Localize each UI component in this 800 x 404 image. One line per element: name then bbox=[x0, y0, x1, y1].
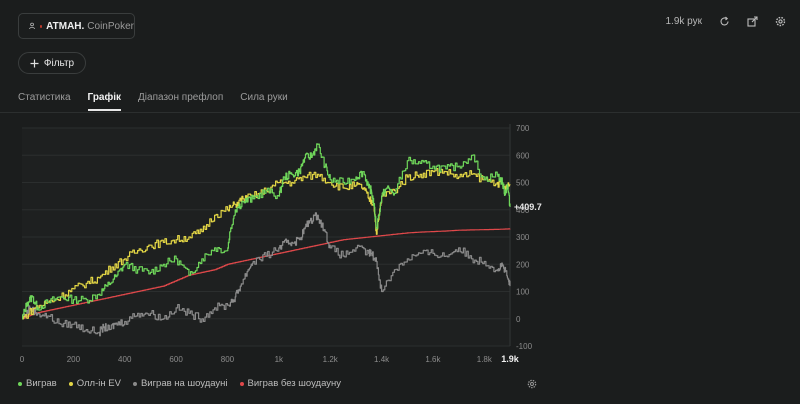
end-value-label: +409.7 bbox=[514, 202, 542, 212]
x-tick-label: 1.4k bbox=[374, 355, 390, 364]
x-tick-label: 1.2k bbox=[323, 355, 339, 364]
series-line-2 bbox=[22, 212, 511, 337]
legend-item-no-showdown[interactable]: Виграв без шоудауну bbox=[239, 378, 341, 389]
legend-label-no-showdown: Виграв без шоудауну bbox=[247, 378, 341, 389]
legend-item-won[interactable]: Виграв bbox=[18, 378, 57, 389]
y-tick-label: 400 bbox=[516, 206, 530, 215]
tab-statistics[interactable]: Статистика bbox=[18, 92, 71, 103]
x-tick-label: 1.8k bbox=[477, 355, 493, 364]
y-tick-label: -100 bbox=[516, 342, 533, 351]
legend-item-showdown[interactable]: Виграв на шоудауні bbox=[132, 378, 228, 389]
x-tick-label: 400 bbox=[118, 355, 132, 364]
series-line-1 bbox=[22, 168, 511, 320]
top-toolbar: 1.9k рук bbox=[665, 16, 786, 27]
chart-legend: Виграв Олл-ін EV Виграв на шоудауні Вигр… bbox=[18, 378, 341, 389]
tab-bar: Статистика Графік Діапазон префлоп Сила … bbox=[18, 92, 288, 111]
room-name: CoinPoker bbox=[87, 20, 134, 32]
x-tick-label: 200 bbox=[67, 355, 81, 364]
hands-count: 1.9k рук bbox=[665, 16, 702, 27]
export-icon[interactable] bbox=[747, 16, 758, 27]
chart-settings-gear-icon[interactable] bbox=[527, 379, 537, 389]
y-tick-label: 100 bbox=[516, 288, 530, 297]
legend-label-allin-ev: Олл-ін EV bbox=[76, 378, 121, 389]
x-tick-label: 600 bbox=[169, 355, 183, 364]
y-tick-label: 0 bbox=[516, 315, 521, 324]
y-tick-label: 500 bbox=[516, 179, 530, 188]
status-dot bbox=[40, 24, 43, 28]
x-tick-label: 800 bbox=[221, 355, 235, 364]
tab-preflop-range[interactable]: Діапазон префлоп bbox=[138, 92, 224, 103]
x-end-label: 1.9k bbox=[501, 354, 520, 364]
y-tick-label: 700 bbox=[516, 124, 530, 133]
player-chip[interactable]: ATMAH. CoinPoker bbox=[18, 13, 135, 39]
refresh-icon[interactable] bbox=[719, 16, 730, 27]
profit-chart[interactable]: 700 600 500 400 300 200 100 0 -100 0 200 400 600 800 1… bbox=[0, 113, 560, 371]
legend-label-won: Виграв bbox=[26, 378, 57, 389]
filter-label: Фільтр bbox=[43, 57, 75, 69]
user-icon bbox=[29, 22, 35, 30]
gear-icon[interactable] bbox=[775, 16, 786, 27]
x-tick-label: 0 bbox=[20, 355, 25, 364]
legend-item-allin-ev[interactable]: Олл-ін EV bbox=[68, 378, 121, 389]
y-tick-label: 200 bbox=[516, 260, 530, 269]
y-tick-label: 600 bbox=[516, 151, 530, 160]
tab-hand-strength[interactable]: Сила руки bbox=[240, 92, 288, 103]
plus-icon bbox=[30, 59, 39, 67]
y-tick-label: 300 bbox=[516, 233, 530, 242]
tab-divider bbox=[0, 112, 800, 113]
x-tick-label: 1.6k bbox=[425, 355, 441, 364]
legend-label-showdown: Виграв на шоудауні bbox=[140, 378, 228, 389]
player-name: ATMAH. bbox=[46, 20, 85, 32]
x-tick-label: 1k bbox=[275, 355, 284, 364]
series-line-0 bbox=[22, 143, 511, 320]
tab-graph[interactable]: Графік bbox=[87, 92, 121, 111]
filter-button[interactable]: Фільтр bbox=[18, 52, 86, 74]
